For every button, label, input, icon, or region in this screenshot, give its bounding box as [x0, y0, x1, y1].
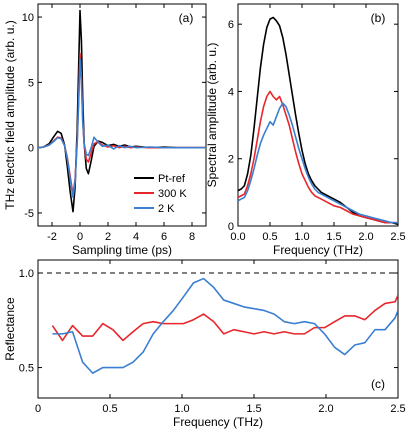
- legend-entry: Pt-ref: [158, 173, 186, 185]
- series-line-ptref: [238, 16, 398, 226]
- y-tick-label: 10: [22, 12, 34, 24]
- panel-label: (a): [179, 11, 194, 25]
- panel-b: 0.0 0.5 1.0 1.5 2.0 2.5 0 2 4 6 Frequency (THz) Spe…: [205, 3, 406, 257]
- x-tick-label: 4: [133, 231, 139, 243]
- y-tick-label: 0: [228, 221, 234, 233]
- y-tick-label: -5: [24, 208, 34, 220]
- series-group: [38, 9, 206, 213]
- x-tick-label: 0: [35, 403, 41, 415]
- x-tick-label: -2: [47, 231, 57, 243]
- series-line-k2: [238, 102, 398, 224]
- y-axis-label: THz electric field amplitude (arb. u.): [3, 20, 17, 209]
- x-tick-label: 1.0: [174, 403, 189, 415]
- x-axis-label: Sampling time (ps): [72, 243, 172, 257]
- axes-frame: [37, 259, 399, 399]
- panel-a: -2 0 2 4 6 8 -5 0 5 10 Sampling time (ps) THz elect…: [3, 3, 207, 257]
- panel-label: (c): [371, 377, 385, 391]
- y-tick-label: 4: [228, 86, 234, 98]
- y-tick-label: 0: [28, 143, 34, 155]
- series-group: [238, 16, 398, 226]
- x-tick-label: 2.5: [390, 403, 405, 415]
- x-tick-label: 0.5: [102, 403, 117, 415]
- x-tick-label: 8: [189, 231, 195, 243]
- y-axis-label: Reflectance: [3, 297, 17, 361]
- x-tick-label: 0.5: [262, 231, 277, 243]
- legend-entry: 2 K: [158, 203, 175, 215]
- x-tick-label: 1.5: [326, 231, 341, 243]
- y-tick-label: 2: [228, 154, 234, 166]
- x-tick-label: 2.5: [390, 231, 405, 243]
- y-tick-label: 1.0: [19, 268, 34, 280]
- series-line-k300: [51, 294, 398, 342]
- legend-entry: 300 K: [158, 188, 187, 200]
- y-tick-label: 5: [28, 77, 34, 89]
- x-tick-label: 0.0: [230, 231, 245, 243]
- x-tick-label: 2: [105, 231, 111, 243]
- y-axis-label: Spectral amplitude (arb. u.): [205, 43, 219, 188]
- y-tick-label: 0.5: [19, 363, 34, 375]
- x-axis-label: Frequency (THz): [273, 243, 363, 257]
- panel-label: (b): [371, 11, 386, 25]
- x-tick-label: 1.0: [294, 231, 309, 243]
- axes-frame: [237, 3, 399, 227]
- x-tick-label: 6: [161, 231, 167, 243]
- x-axis-label: Frequency (THz): [173, 415, 263, 429]
- y-tick-label: 6: [228, 19, 234, 31]
- x-tick-label: 2.0: [318, 403, 333, 415]
- series-line-k2: [52, 277, 398, 374]
- series-group: [51, 277, 398, 374]
- series-line-k300: [238, 90, 398, 224]
- x-tick-label: 0: [77, 231, 83, 243]
- x-tick-label: 2.0: [358, 231, 373, 243]
- x-tick-label: 1.5: [246, 403, 261, 415]
- axes-frame: [37, 3, 207, 227]
- series-line-k2: [38, 58, 206, 199]
